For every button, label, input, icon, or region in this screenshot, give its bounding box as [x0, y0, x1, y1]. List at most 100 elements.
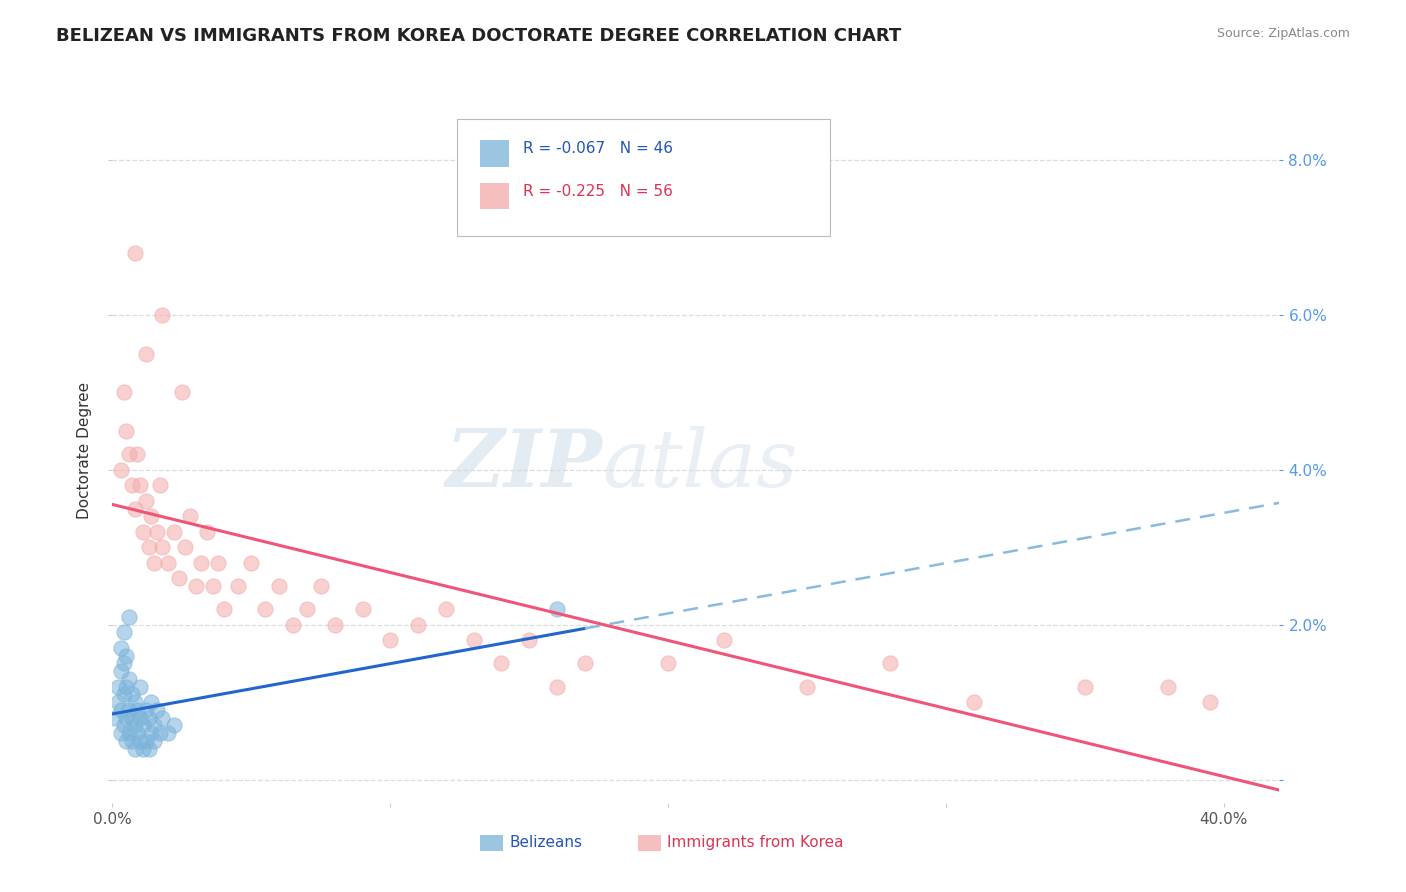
- Point: [352, 602, 374, 616]
- Point: [138, 541, 160, 555]
- Point: [226, 579, 249, 593]
- Point: [110, 726, 132, 740]
- Point: [146, 524, 169, 539]
- Y-axis label: Doctorate Degree: Doctorate Degree: [77, 382, 93, 519]
- Point: [269, 579, 291, 593]
- Bar: [479, 140, 509, 167]
- Point: [127, 726, 149, 740]
- Point: [143, 734, 166, 748]
- Point: [879, 657, 901, 671]
- Point: [110, 664, 132, 678]
- Point: [124, 501, 146, 516]
- Point: [118, 447, 141, 461]
- Text: Belizeans: Belizeans: [509, 836, 582, 850]
- Point: [132, 741, 155, 756]
- Point: [124, 718, 146, 732]
- Point: [121, 734, 143, 748]
- Point: [463, 633, 485, 648]
- Bar: [638, 835, 661, 851]
- Point: [121, 711, 143, 725]
- Point: [129, 478, 152, 492]
- Point: [110, 640, 132, 655]
- Point: [118, 726, 141, 740]
- Point: [115, 711, 138, 725]
- Point: [491, 657, 513, 671]
- Point: [201, 579, 224, 593]
- Point: [135, 493, 157, 508]
- Point: [152, 308, 174, 322]
- Point: [107, 695, 129, 709]
- Point: [112, 657, 135, 671]
- Point: [309, 579, 332, 593]
- Point: [162, 524, 184, 539]
- Bar: [479, 835, 503, 851]
- Point: [115, 680, 138, 694]
- Point: [141, 695, 163, 709]
- Point: [184, 579, 207, 593]
- Point: [110, 463, 132, 477]
- Point: [963, 695, 986, 709]
- Point: [323, 617, 346, 632]
- Text: R = -0.225   N = 56: R = -0.225 N = 56: [523, 184, 673, 199]
- Point: [574, 657, 596, 671]
- Point: [207, 556, 229, 570]
- Point: [546, 602, 568, 616]
- Point: [152, 711, 174, 725]
- Point: [173, 541, 195, 555]
- Point: [546, 680, 568, 694]
- Point: [112, 625, 135, 640]
- Text: R = -0.067   N = 46: R = -0.067 N = 46: [523, 141, 673, 156]
- Point: [170, 385, 193, 400]
- Point: [135, 703, 157, 717]
- Point: [212, 602, 235, 616]
- Point: [129, 711, 152, 725]
- Point: [121, 687, 143, 701]
- Point: [127, 447, 149, 461]
- Point: [167, 571, 190, 585]
- Text: BELIZEAN VS IMMIGRANTS FROM KOREA DOCTORATE DEGREE CORRELATION CHART: BELIZEAN VS IMMIGRANTS FROM KOREA DOCTOR…: [56, 27, 901, 45]
- Point: [149, 478, 172, 492]
- Point: [149, 726, 172, 740]
- Point: [143, 718, 166, 732]
- Point: [157, 556, 180, 570]
- Point: [146, 703, 169, 717]
- Text: ZIP: ZIP: [446, 425, 603, 503]
- Point: [124, 246, 146, 260]
- Point: [657, 657, 679, 671]
- Point: [107, 680, 129, 694]
- Point: [713, 633, 735, 648]
- Point: [121, 478, 143, 492]
- Point: [1074, 680, 1097, 694]
- Point: [124, 695, 146, 709]
- Point: [124, 741, 146, 756]
- Point: [135, 734, 157, 748]
- Point: [112, 385, 135, 400]
- Point: [190, 556, 212, 570]
- FancyBboxPatch shape: [457, 120, 830, 235]
- Point: [127, 703, 149, 717]
- Point: [112, 687, 135, 701]
- Point: [115, 648, 138, 663]
- Point: [104, 711, 127, 725]
- Point: [796, 680, 818, 694]
- Point: [118, 672, 141, 686]
- Point: [157, 726, 180, 740]
- Point: [115, 424, 138, 438]
- Point: [138, 711, 160, 725]
- Point: [132, 524, 155, 539]
- Point: [406, 617, 429, 632]
- Point: [115, 734, 138, 748]
- Point: [141, 509, 163, 524]
- Point: [132, 718, 155, 732]
- Point: [281, 617, 304, 632]
- Point: [118, 703, 141, 717]
- Point: [162, 718, 184, 732]
- Text: Source: ZipAtlas.com: Source: ZipAtlas.com: [1216, 27, 1350, 40]
- Point: [129, 734, 152, 748]
- Point: [240, 556, 263, 570]
- Point: [112, 718, 135, 732]
- Point: [152, 541, 174, 555]
- Text: Immigrants from Korea: Immigrants from Korea: [666, 836, 844, 850]
- Point: [517, 633, 540, 648]
- Point: [110, 703, 132, 717]
